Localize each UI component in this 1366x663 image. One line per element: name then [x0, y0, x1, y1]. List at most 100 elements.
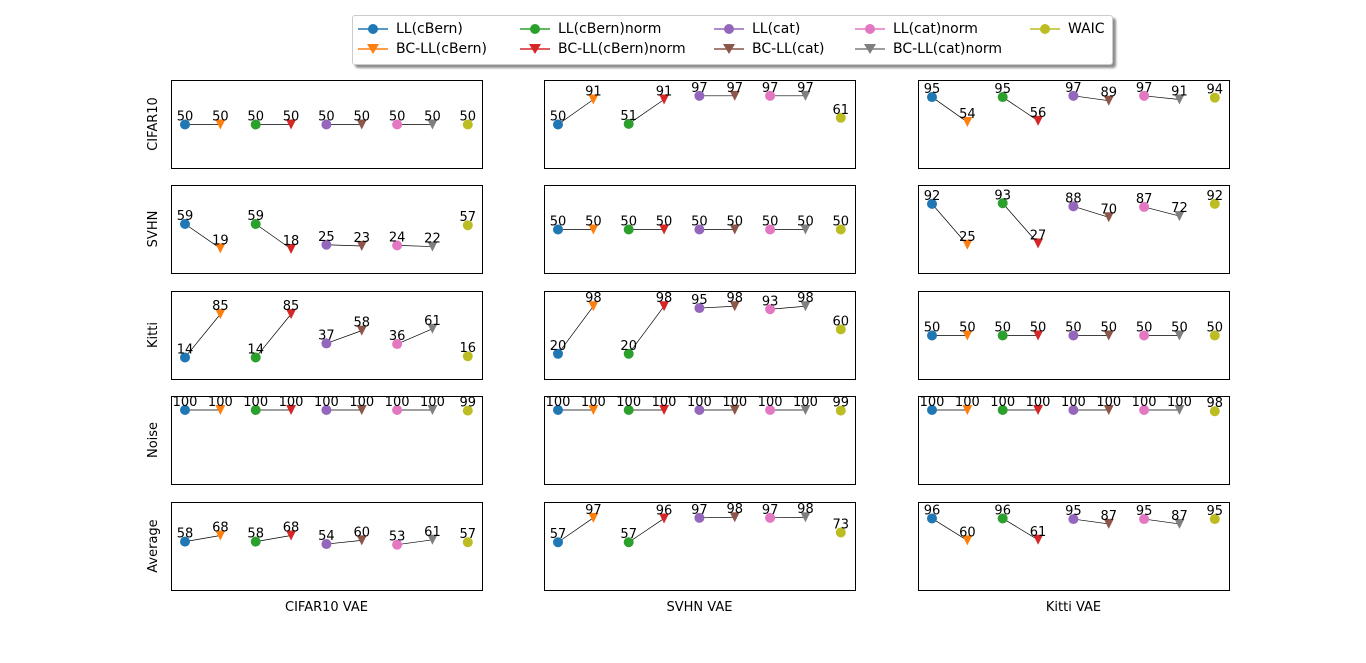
point-bc-ll-cbern — [962, 117, 973, 128]
data-label-ll-cat-norm: 100 — [758, 395, 783, 410]
data-label-bc-ll-cat-norm: 61 — [424, 525, 441, 540]
pair-line — [1002, 203, 1039, 244]
pair-line — [1002, 518, 1039, 541]
point-ll-cbern-norm — [997, 330, 1008, 341]
data-label-ll-cat: 50 — [318, 110, 335, 125]
data-label-ll-cbern-norm: 50 — [247, 110, 264, 125]
data-label-bc-ll-cbern-norm: 91 — [656, 84, 673, 99]
data-label-ll-cbern-norm: 51 — [620, 109, 637, 124]
point-ll-cbern — [927, 92, 937, 103]
data-label-bc-ll-cbern-norm: 50 — [656, 215, 673, 230]
data-label-ll-cbern-norm: 58 — [247, 527, 264, 542]
data-label-waic: 50 — [460, 110, 477, 125]
legend-label: BC-LL(cat) — [752, 41, 825, 57]
data-label-waic: 98 — [1207, 396, 1224, 411]
point-bc-ll-cat-norm — [427, 405, 438, 415]
point-ll-cbern-norm — [250, 219, 261, 230]
point-ll-cat-norm — [1139, 90, 1150, 101]
point-ll-cat — [694, 512, 705, 523]
data-label-bc-ll-cbern: 54 — [959, 107, 976, 122]
data-label-bc-ll-cbern: 25 — [959, 230, 976, 245]
data-label-bc-ll-cat: 23 — [353, 231, 370, 246]
data-label-ll-cat: 100 — [1061, 395, 1086, 410]
panel-average-svhn-vae: 57 97 57 96 97 98 97 98 73 — [544, 502, 856, 591]
data-label-ll-cbern-norm: 95 — [994, 82, 1011, 97]
point-ll-cbern-norm — [997, 92, 1008, 103]
data-label-ll-cat-norm: 95 — [1136, 504, 1153, 519]
point-bc-ll-cat — [729, 90, 740, 101]
point-bc-ll-cbern — [215, 530, 226, 541]
data-label-bc-ll-cbern: 50 — [212, 110, 229, 125]
point-bc-ll-cat-norm — [800, 224, 811, 235]
point-ll-cat-norm — [765, 304, 776, 315]
data-label-waic: 57 — [460, 527, 477, 542]
legend-label: WAIC — [1068, 21, 1105, 37]
data-label-ll-cbern: 50 — [550, 215, 567, 230]
data-label-bc-ll-cat: 98 — [726, 291, 743, 306]
data-label-ll-cat: 97 — [1065, 81, 1082, 96]
data-label-ll-cbern-norm: 100 — [243, 395, 268, 410]
data-label-ll-cbern: 96 — [924, 503, 941, 518]
data-label-waic: 92 — [1207, 189, 1224, 204]
data-label-bc-ll-cbern-norm: 61 — [1030, 525, 1047, 540]
point-bc-ll-cat-norm — [800, 90, 811, 101]
point-ll-cbern — [180, 219, 190, 230]
point-ll-cbern-norm — [623, 405, 634, 415]
point-waic — [835, 527, 846, 538]
point-ll-cat-norm — [392, 539, 403, 550]
data-label-ll-cbern: 50 — [177, 110, 194, 125]
point-waic — [462, 220, 473, 231]
point-ll-cat — [1068, 330, 1079, 341]
point-bc-ll-cat — [729, 224, 740, 235]
column-label-svhn-vae: SVHN VAE — [667, 600, 733, 615]
point-bc-ll-cat-norm — [800, 405, 811, 415]
data-label-waic: 99 — [833, 396, 850, 411]
data-label-ll-cat-norm: 97 — [762, 503, 779, 518]
pair-line — [326, 244, 362, 247]
row-label-cifar10: CIFAR10 — [146, 97, 161, 151]
point-ll-cbern — [927, 405, 937, 415]
data-label-bc-ll-cat: 60 — [353, 525, 370, 540]
point-bc-ll-cbern — [962, 330, 973, 341]
data-label-waic: 50 — [1207, 321, 1224, 336]
data-label-bc-ll-cat: 100 — [722, 395, 747, 410]
panel-kitti-cifar10-vae: 14 85 14 85 37 58 36 61 16 — [171, 291, 483, 380]
point-bc-ll-cat — [1103, 330, 1114, 341]
point-waic — [835, 324, 846, 335]
data-label-bc-ll-cat-norm: 61 — [424, 314, 441, 329]
point-ll-cbern — [180, 352, 190, 363]
data-label-bc-ll-cbern: 98 — [585, 291, 602, 306]
data-label-waic: 60 — [833, 314, 850, 329]
pair-line — [397, 245, 433, 247]
point-ll-cat — [1068, 405, 1079, 415]
data-label-ll-cbern: 100 — [920, 395, 945, 410]
data-label-ll-cbern: 14 — [177, 342, 194, 357]
data-label-ll-cat-norm: 93 — [762, 294, 779, 309]
row-label-kitti: Kitti — [146, 322, 161, 348]
data-label-bc-ll-cbern-norm: 56 — [1030, 106, 1047, 121]
data-label-ll-cbern: 95 — [924, 82, 941, 97]
point-bc-ll-cbern — [962, 239, 973, 250]
data-label-waic: 16 — [460, 341, 477, 356]
legend-marker-bc-ll-cbern-norm — [520, 44, 550, 54]
data-label-bc-ll-cbern: 85 — [212, 299, 229, 314]
point-ll-cbern — [927, 330, 937, 341]
point-ll-cat — [694, 90, 705, 101]
point-bc-ll-cbern — [215, 309, 226, 320]
point-bc-ll-cbern-norm — [1033, 534, 1044, 545]
data-label-waic: 73 — [833, 517, 850, 532]
point-waic — [462, 405, 473, 416]
point-bc-ll-cbern — [215, 119, 226, 130]
panel-kitti-kitti-vae: 50 50 50 50 50 50 50 50 50 — [918, 291, 1230, 380]
data-label-ll-cat: 88 — [1065, 191, 1082, 206]
point-bc-ll-cat — [356, 535, 367, 546]
data-label-bc-ll-cbern-norm: 50 — [1030, 321, 1047, 336]
point-ll-cbern — [180, 405, 190, 415]
data-label-bc-ll-cbern-norm: 100 — [1026, 395, 1051, 410]
pair-line — [770, 516, 806, 519]
data-label-bc-ll-cat-norm: 50 — [1171, 321, 1188, 336]
legend-label: BC-LL(cBern)norm — [558, 41, 686, 57]
point-ll-cat-norm — [765, 224, 776, 235]
point-waic — [1209, 514, 1220, 525]
data-label-bc-ll-cbern: 100 — [581, 395, 606, 410]
